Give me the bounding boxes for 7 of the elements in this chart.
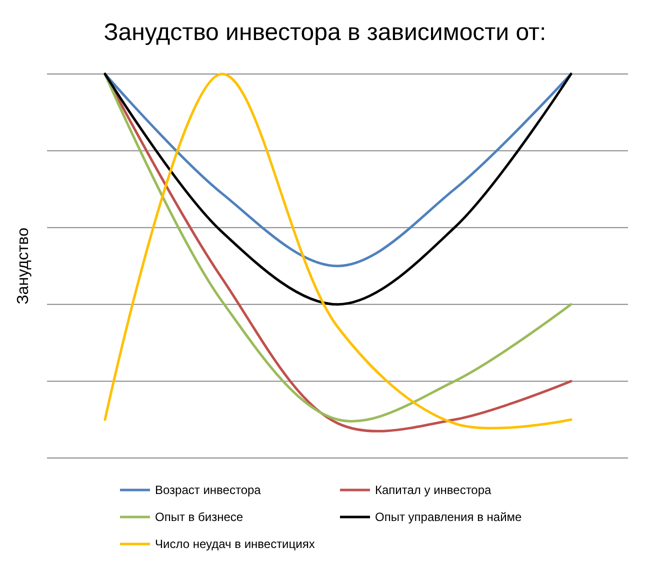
legend-label: Опыт управления в найме bbox=[375, 510, 522, 524]
chart-title: Занудство инвестора в зависимости от: bbox=[104, 19, 546, 46]
legend-label: Капитал у инвестора bbox=[375, 483, 492, 497]
legend-label: Возраст инвестора bbox=[155, 483, 262, 497]
legend-label: Опыт в бизнесе bbox=[155, 510, 244, 524]
y-axis-title: Занудство bbox=[15, 228, 32, 304]
legend-label: Число неудач в инвестициях bbox=[155, 537, 315, 551]
